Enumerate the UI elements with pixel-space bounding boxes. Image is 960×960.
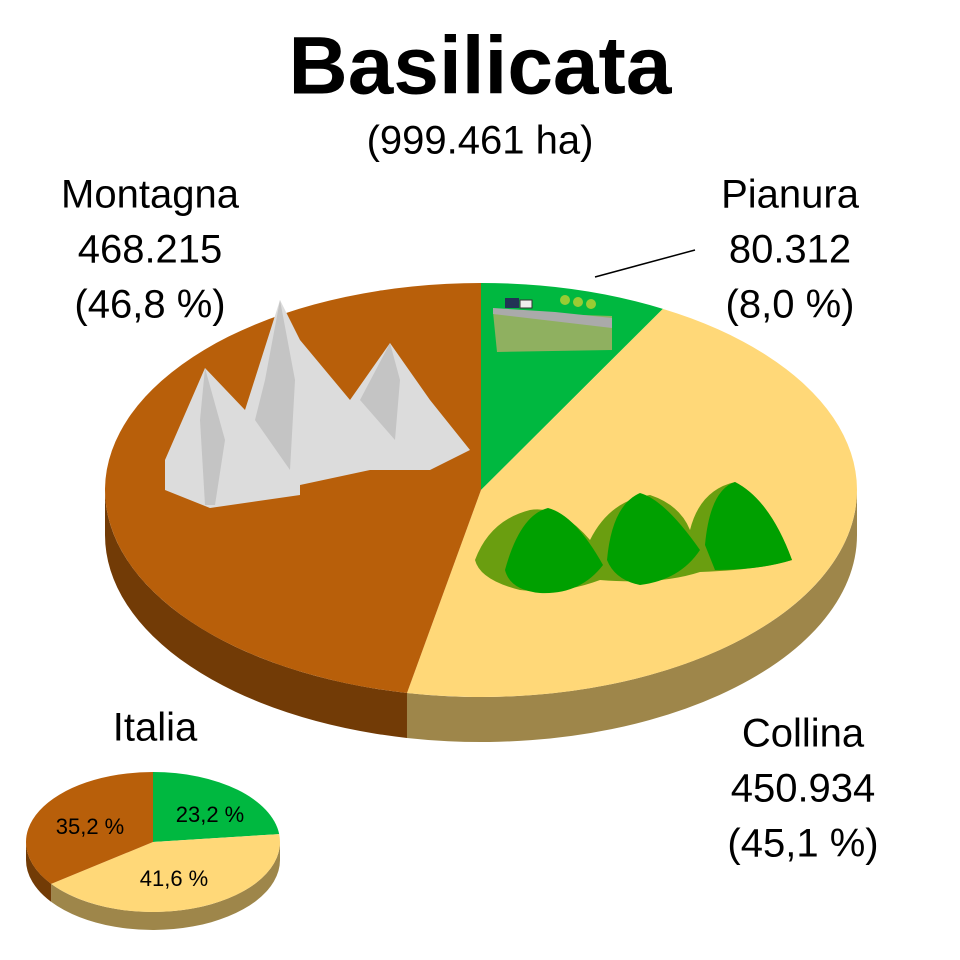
farm-barn bbox=[519, 299, 533, 309]
mountain-shade bbox=[360, 343, 400, 440]
farm-road bbox=[493, 308, 612, 328]
slice-category: Montagna bbox=[61, 173, 240, 217]
pie-slice bbox=[26, 772, 153, 884]
slice-side bbox=[105, 490, 407, 738]
slice-value-label: 80.312 bbox=[729, 228, 851, 272]
decorations bbox=[165, 295, 792, 594]
slice-side bbox=[406, 490, 857, 742]
slice-percentage-label: (8,0 %) bbox=[726, 283, 855, 327]
tree bbox=[586, 299, 596, 309]
chart-title: Basilicata bbox=[289, 21, 673, 112]
slice-side bbox=[51, 842, 281, 931]
slice-value-label: 23,2 % bbox=[176, 802, 245, 827]
slice-category: Pianura bbox=[721, 173, 860, 217]
slice-side bbox=[26, 842, 52, 902]
pie-slice bbox=[51, 834, 280, 912]
hills-front bbox=[505, 482, 792, 594]
chart-subtitle: (999.461 ha) bbox=[367, 119, 594, 163]
inset-title: Italia bbox=[113, 706, 198, 750]
slice-percentage-label: (46,8 %) bbox=[74, 283, 225, 327]
mountain-shade bbox=[200, 368, 225, 505]
leader-line bbox=[594, 249, 696, 278]
mountains bbox=[165, 300, 470, 508]
pie-slice bbox=[153, 772, 280, 842]
farm-house bbox=[505, 298, 519, 308]
slice-percentage-label: (45,1 %) bbox=[727, 822, 878, 866]
mountain-shade bbox=[255, 300, 295, 470]
tree bbox=[573, 297, 583, 307]
tree bbox=[560, 295, 570, 305]
slice-category: Collina bbox=[742, 712, 865, 756]
slice-value-label: 35,2 % bbox=[56, 814, 125, 839]
slice-value-label: 468.215 bbox=[78, 228, 223, 272]
slice-value-label: 41,6 % bbox=[140, 866, 209, 891]
slice-value-label: 450.934 bbox=[731, 767, 876, 811]
